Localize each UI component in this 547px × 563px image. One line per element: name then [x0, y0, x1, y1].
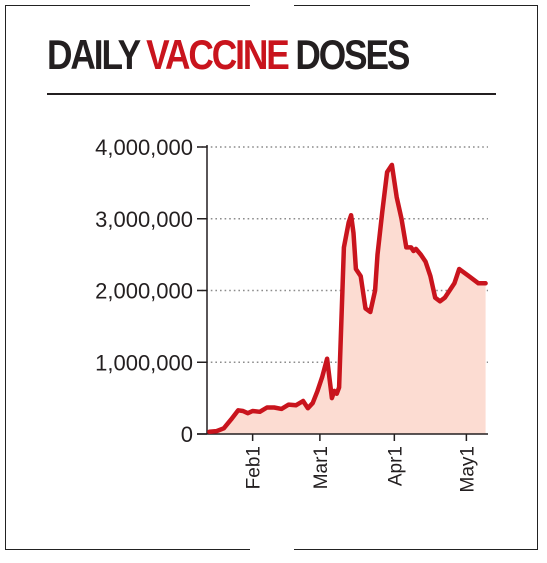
frame-gap-bottom	[250, 546, 294, 552]
x-tick-label: Feb1	[244, 446, 265, 489]
title-rule	[47, 93, 496, 95]
series-line	[207, 162, 488, 435]
x-tick-label: May1	[457, 446, 478, 492]
axes	[197, 145, 488, 441]
x-tick-label: Apr1	[385, 446, 406, 486]
y-tick-label: 3,000,000	[95, 207, 193, 232]
y-tick-label: 4,000,000	[95, 135, 193, 160]
chart-title: DAILY VACCINE DOSES	[47, 31, 410, 78]
series-area	[209, 164, 486, 434]
title-word-doses: DOSES	[295, 31, 410, 78]
y-tick-label: 2,000,000	[95, 279, 193, 304]
y-tick-label: 1,000,000	[95, 350, 193, 375]
y-tick-label: 0	[181, 422, 193, 447]
frame-gap-top	[250, 2, 294, 8]
area-layer	[209, 164, 486, 434]
line-layer	[207, 162, 488, 435]
x-tick-label: Mar1	[311, 446, 332, 489]
title-word-vaccine: VACCINE	[146, 31, 290, 78]
tick-labels: 0 1,000,000 2,000,000 3,000,000 4,000,000 Feb…	[95, 135, 478, 492]
title-word-daily: DAILY	[47, 31, 141, 78]
